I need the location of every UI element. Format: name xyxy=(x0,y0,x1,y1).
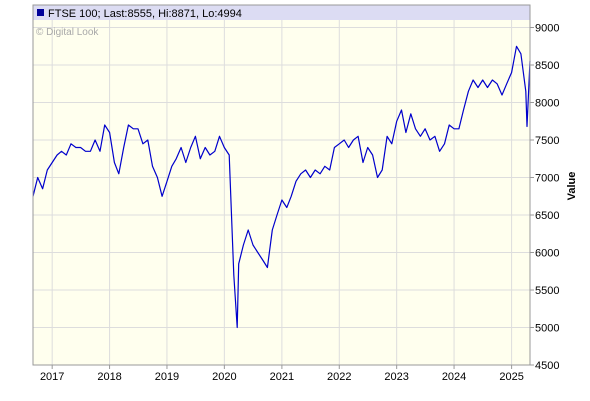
series-layer xyxy=(32,45,531,329)
y-axis-label: Value xyxy=(566,172,578,201)
x-tick-label: 2022 xyxy=(327,371,351,383)
y-tick-label: 7500 xyxy=(535,135,559,147)
x-tick-label: 2025 xyxy=(499,371,523,383)
x-tick-label: 2019 xyxy=(155,371,179,383)
y-tick-label: 4500 xyxy=(535,360,559,372)
y-tick-label: 8000 xyxy=(535,98,559,110)
plot-border xyxy=(32,4,531,366)
series-line-ftse-100 xyxy=(32,45,531,329)
legend-swatch xyxy=(37,9,44,16)
x-tick-label: 2020 xyxy=(212,371,236,383)
y-tick-label: 6500 xyxy=(535,210,559,222)
x-tick-label: 2023 xyxy=(384,371,408,383)
y-tick-label: 5500 xyxy=(535,285,559,297)
y-tick-label: 8500 xyxy=(535,60,559,72)
y-tick-label: 6000 xyxy=(535,248,559,260)
y-tick-label: 9000 xyxy=(535,23,559,35)
x-tick-label: 2021 xyxy=(270,371,294,383)
y-tick-label: 7000 xyxy=(535,173,559,185)
x-tick-label: 2018 xyxy=(97,371,121,383)
x-tick-label: 2017 xyxy=(40,371,64,383)
watermark: © Digital Look xyxy=(36,27,99,38)
legend-label: FTSE 100; Last:8555, Hi:8871, Lo:4994 xyxy=(48,8,242,20)
grid xyxy=(33,5,530,366)
legend-band xyxy=(33,5,530,20)
axes: 4500 5000 5500 6000 6500 7000 7500 8000 8500 9000… xyxy=(40,23,560,384)
x-tick-label: 2024 xyxy=(442,371,466,383)
y-tick-label: 5000 xyxy=(535,323,559,335)
